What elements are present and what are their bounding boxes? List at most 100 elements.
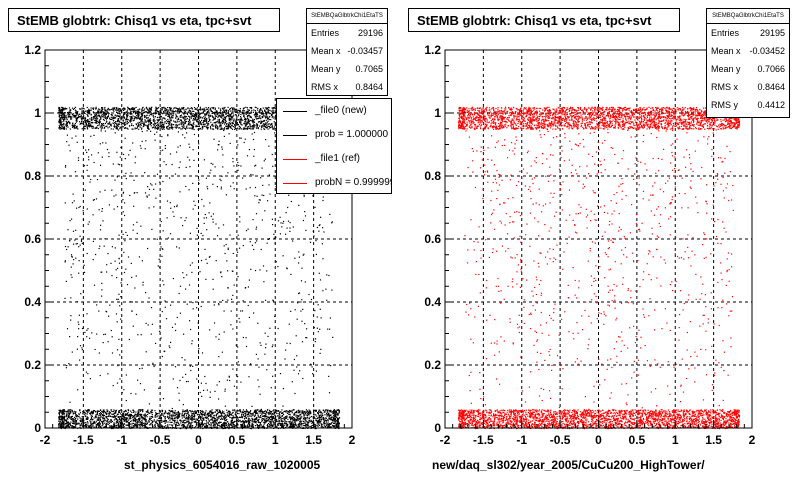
data-point (92, 108, 94, 110)
data-point (124, 419, 127, 421)
data-point (232, 409, 234, 411)
data-point (259, 411, 261, 413)
data-point (182, 121, 184, 123)
data-point (255, 411, 257, 413)
data-point (125, 118, 128, 120)
data-point (189, 118, 191, 120)
data-point (232, 108, 234, 110)
data-point (284, 417, 286, 419)
data-point (174, 126, 176, 128)
data-point (269, 126, 272, 128)
data-point (169, 415, 171, 417)
data-point (212, 416, 214, 418)
data-point (245, 124, 247, 126)
data-point (180, 128, 182, 130)
data-point (161, 117, 163, 119)
data-point (270, 410, 272, 413)
data-point (199, 128, 201, 130)
data-point (262, 107, 264, 109)
data-point (190, 110, 192, 112)
data-point (79, 108, 82, 110)
data-point (201, 415, 203, 417)
data-point (86, 413, 88, 415)
data-point (282, 413, 285, 415)
data-point (219, 421, 221, 423)
data-point (320, 412, 322, 414)
data-point (183, 426, 185, 428)
data-point (225, 123, 228, 125)
data-point (234, 126, 236, 128)
data-point (305, 409, 307, 411)
data-point (252, 121, 254, 123)
data-point (72, 113, 75, 115)
data-point (89, 109, 91, 112)
data-point (199, 108, 201, 110)
data-point (246, 122, 248, 124)
data-point (92, 425, 94, 427)
data-point (146, 111, 148, 114)
data-point (280, 424, 282, 426)
data-point (75, 420, 77, 422)
data-point (240, 416, 242, 418)
data-point (221, 114, 223, 116)
data-point (172, 110, 174, 113)
data-point (248, 423, 250, 425)
data-point (216, 413, 218, 415)
data-point (181, 415, 183, 417)
data-point (314, 424, 316, 426)
data-point (301, 412, 303, 414)
data-point (149, 118, 151, 120)
data-point (232, 422, 234, 424)
data-point (80, 418, 82, 420)
data-point (317, 417, 319, 419)
data-point (243, 116, 246, 118)
data-point (217, 425, 219, 427)
data-point (72, 113, 74, 115)
data-point (89, 118, 91, 120)
data-point (166, 107, 169, 109)
data-point (168, 124, 170, 126)
data-point (220, 413, 223, 415)
data-point (168, 120, 170, 123)
data-point (150, 111, 152, 113)
data-point (271, 113, 273, 115)
data-point (157, 128, 159, 130)
data-point (185, 426, 187, 428)
data-point (327, 414, 329, 416)
data-point (260, 415, 262, 417)
data-point (134, 418, 137, 420)
data-point (176, 124, 179, 126)
data-point (225, 416, 227, 418)
data-point (223, 111, 225, 113)
data-point (70, 112, 72, 114)
data-point (238, 410, 240, 412)
data-point (119, 128, 121, 130)
data-point (72, 115, 74, 117)
data-point (105, 416, 107, 418)
data-point (231, 117, 233, 119)
data-point (191, 426, 193, 428)
data-point (195, 113, 197, 115)
data-point (314, 417, 316, 419)
data-point (265, 122, 267, 124)
data-point (121, 125, 123, 127)
data-point (98, 124, 100, 126)
data-point (83, 125, 85, 128)
data-point (160, 416, 163, 418)
data-point (231, 108, 234, 110)
data-point (148, 424, 151, 426)
data-point (303, 425, 306, 427)
data-point (165, 420, 167, 422)
data-point (313, 411, 315, 413)
data-point (253, 124, 255, 126)
data-point (104, 110, 106, 112)
data-point (85, 413, 87, 415)
data-point (155, 108, 157, 110)
data-point (191, 413, 193, 415)
data-point (176, 116, 178, 118)
data-point (189, 127, 191, 129)
data-point (196, 107, 199, 109)
data-point (122, 415, 124, 418)
data-point (138, 121, 140, 123)
data-point (296, 426, 298, 428)
